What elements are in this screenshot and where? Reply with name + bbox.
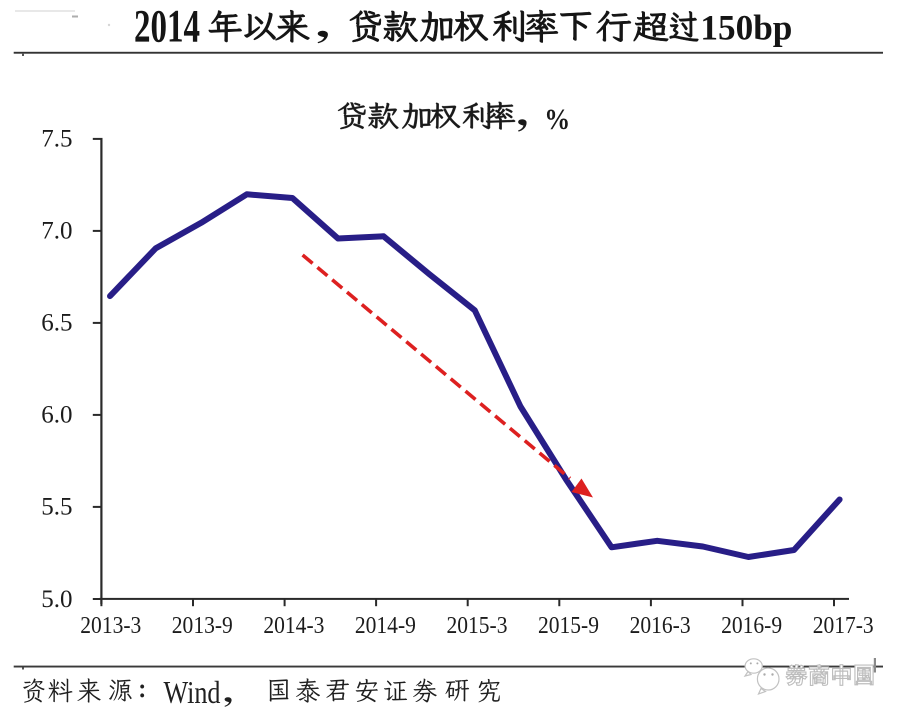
svg-text:%: % — [544, 103, 570, 136]
svg-text:5.0: 5.0 — [41, 586, 72, 613]
svg-text:2016-3: 2016-3 — [630, 613, 691, 639]
svg-text:2013-3: 2013-3 — [80, 613, 141, 639]
svg-text:7.5: 7.5 — [41, 126, 72, 153]
svg-text:2015-9: 2015-9 — [538, 613, 599, 639]
svg-text:2017-3: 2017-3 — [813, 613, 874, 639]
svg-text:7.0: 7.0 — [41, 218, 72, 245]
svg-text:2013-9: 2013-9 — [172, 613, 233, 639]
svg-text:2014-9: 2014-9 — [355, 613, 416, 639]
svg-text:6.5: 6.5 — [41, 310, 72, 337]
svg-text:Wind: Wind — [164, 674, 221, 710]
svg-text:6.0: 6.0 — [41, 402, 72, 429]
svg-text:2014: 2014 — [134, 1, 200, 53]
svg-text:2016-9: 2016-9 — [721, 613, 782, 639]
svg-text:2014-3: 2014-3 — [263, 613, 324, 639]
svg-text:2015-3: 2015-3 — [447, 613, 508, 639]
svg-text:150bp: 150bp — [700, 8, 792, 48]
svg-text:5.5: 5.5 — [41, 494, 72, 521]
